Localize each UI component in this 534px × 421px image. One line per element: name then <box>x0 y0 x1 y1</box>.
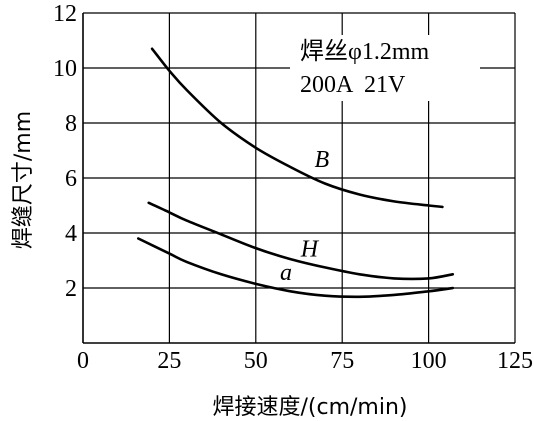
y-tick-label-12: 12 <box>53 1 77 27</box>
series-curves: B Ha <box>137 47 455 299</box>
axes <box>82 13 515 344</box>
y-ticks: 2 4 6 8 10 12 <box>53 1 77 302</box>
y-tick-label-10: 10 <box>53 56 77 82</box>
annotation-line-2: 200A 21V <box>300 72 406 98</box>
x-tick-label-0: 0 <box>77 348 89 374</box>
x-ticks: 0 25 50 75 100 125 <box>77 348 533 374</box>
series-line-a <box>137 237 455 299</box>
x-tick-label-125: 125 <box>497 348 533 374</box>
x-tick-label-50: 50 <box>244 348 268 374</box>
y-tick-label-8: 8 <box>65 111 77 137</box>
y-tick-label-2: 2 <box>65 276 77 302</box>
annotation-line-1: 焊丝φ1.2mm <box>300 38 430 65</box>
series-line-H <box>147 201 455 281</box>
x-tick-label-75: 75 <box>330 348 354 374</box>
x-tick-label-25: 25 <box>157 348 181 374</box>
series-label-B: B <box>315 147 330 173</box>
x-axis-label: 焊接速度/(cm/min) <box>212 395 407 420</box>
x-tick-label-100: 100 <box>411 348 447 374</box>
series-label-a: a <box>280 260 292 286</box>
y-tick-label-4: 4 <box>65 221 77 247</box>
series-line-B <box>150 47 444 209</box>
y-tick-label-6: 6 <box>65 166 77 192</box>
annotation-background <box>290 35 480 101</box>
y-axis-label: 焊缝尺寸/mm <box>11 111 36 249</box>
series-label-H: H <box>300 236 320 262</box>
